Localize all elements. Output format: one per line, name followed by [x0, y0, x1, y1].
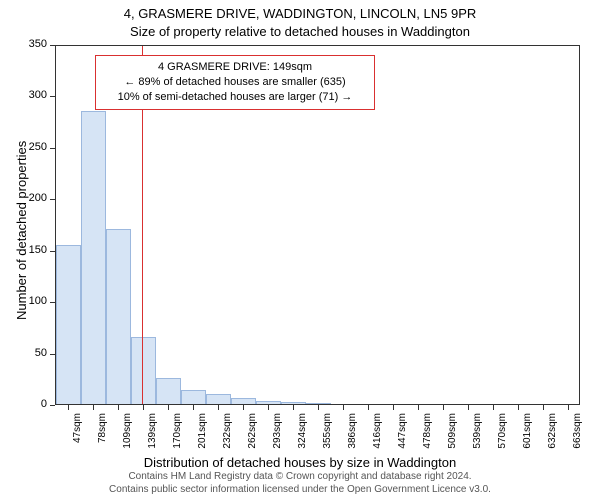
x-tick-label: 47sqm: [72, 413, 83, 453]
y-tick-label: 350: [17, 38, 47, 50]
x-tick-label: 262sqm: [247, 413, 258, 453]
x-tick: [218, 405, 219, 410]
histogram-bar: [181, 390, 206, 404]
x-tick: [543, 405, 544, 410]
x-tick: [393, 405, 394, 410]
x-tick-label: 478sqm: [422, 413, 433, 453]
x-tick-label: 663sqm: [572, 413, 583, 453]
y-tick-label: 100: [17, 295, 47, 307]
chart-footer: Contains HM Land Registry data © Crown c…: [0, 470, 600, 496]
x-tick: [118, 405, 119, 410]
x-tick: [518, 405, 519, 410]
y-tick: [50, 148, 55, 149]
y-tick-label: 250: [17, 141, 47, 153]
x-tick: [443, 405, 444, 410]
histogram-bar: [206, 394, 231, 404]
x-axis-label: Distribution of detached houses by size …: [0, 455, 600, 470]
x-tick-label: 293sqm: [272, 413, 283, 453]
footer-line1: Contains HM Land Registry data © Crown c…: [0, 470, 600, 483]
x-tick-label: 78sqm: [97, 413, 108, 453]
x-tick: [318, 405, 319, 410]
x-tick-label: 509sqm: [447, 413, 458, 453]
chart-container: 4, GRASMERE DRIVE, WADDINGTON, LINCOLN, …: [0, 0, 600, 500]
x-tick-label: 539sqm: [472, 413, 483, 453]
x-tick-label: 324sqm: [297, 413, 308, 453]
y-tick-label: 50: [17, 347, 47, 359]
x-tick: [243, 405, 244, 410]
x-tick-label: 355sqm: [322, 413, 333, 453]
x-tick: [468, 405, 469, 410]
x-tick: [143, 405, 144, 410]
x-tick-label: 447sqm: [397, 413, 408, 453]
annotation-line: 4 GRASMERE DRIVE: 149sqm: [102, 60, 368, 75]
x-tick-label: 201sqm: [197, 413, 208, 453]
x-tick: [93, 405, 94, 410]
x-tick: [493, 405, 494, 410]
y-tick-label: 0: [17, 398, 47, 410]
histogram-bar: [156, 378, 181, 404]
annotation-box: 4 GRASMERE DRIVE: 149sqm← 89% of detache…: [95, 55, 375, 110]
y-tick-label: 300: [17, 89, 47, 101]
histogram-bar: [131, 337, 156, 404]
y-tick: [50, 45, 55, 46]
y-axis-label: Number of detached properties: [14, 141, 29, 320]
chart-title-line2: Size of property relative to detached ho…: [0, 24, 600, 39]
x-tick: [193, 405, 194, 410]
histogram-bar: [256, 401, 281, 404]
x-tick-label: 632sqm: [547, 413, 558, 453]
y-tick: [50, 199, 55, 200]
histogram-bar: [281, 402, 306, 404]
y-tick: [50, 302, 55, 303]
y-tick: [50, 96, 55, 97]
x-tick-label: 109sqm: [122, 413, 133, 453]
y-tick-label: 150: [17, 244, 47, 256]
x-tick: [343, 405, 344, 410]
annotation-line: 10% of semi-detached houses are larger (…: [102, 90, 368, 105]
annotation-line: ← 89% of detached houses are smaller (63…: [102, 75, 368, 90]
x-tick-label: 601sqm: [522, 413, 533, 453]
x-tick: [268, 405, 269, 410]
x-tick-label: 570sqm: [497, 413, 508, 453]
x-tick-label: 170sqm: [172, 413, 183, 453]
x-tick-label: 416sqm: [372, 413, 383, 453]
x-tick-label: 139sqm: [147, 413, 158, 453]
x-tick: [418, 405, 419, 410]
histogram-bar: [231, 398, 256, 404]
y-tick: [50, 251, 55, 252]
y-tick-label: 200: [17, 192, 47, 204]
histogram-bar: [306, 403, 331, 404]
histogram-bar: [106, 229, 131, 404]
y-tick: [50, 354, 55, 355]
x-tick: [293, 405, 294, 410]
y-tick: [50, 405, 55, 406]
histogram-bar: [56, 245, 81, 404]
x-tick-label: 386sqm: [347, 413, 358, 453]
x-tick: [368, 405, 369, 410]
chart-title-line1: 4, GRASMERE DRIVE, WADDINGTON, LINCOLN, …: [0, 6, 600, 21]
footer-line2: Contains public sector information licen…: [0, 483, 600, 496]
x-tick-label: 232sqm: [222, 413, 233, 453]
x-tick: [68, 405, 69, 410]
x-tick: [168, 405, 169, 410]
x-tick: [568, 405, 569, 410]
histogram-bar: [81, 111, 106, 404]
